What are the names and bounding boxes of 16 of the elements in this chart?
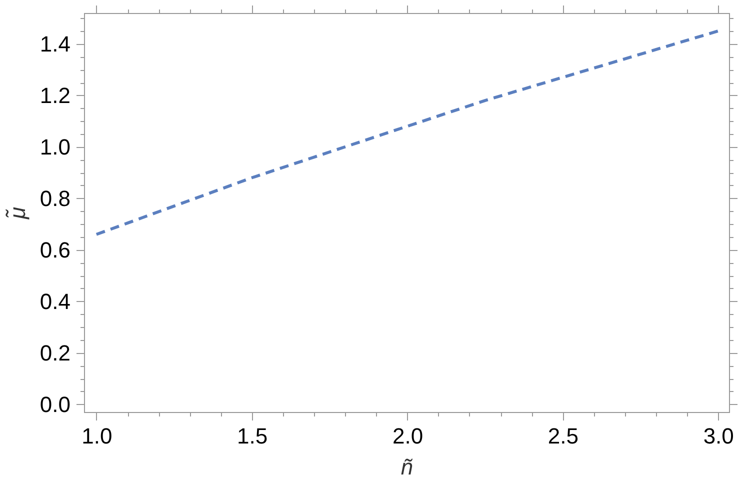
x-tick-label: 2.0	[392, 424, 424, 448]
y-tick-label: 1.4	[40, 31, 70, 56]
x-tick-label: 3.0	[703, 424, 734, 448]
line-series	[94, 30, 720, 236]
y-tick-label: 1.0	[40, 134, 70, 160]
y-tick-label: 1.2	[40, 82, 70, 108]
x-tick-label: 1.0	[82, 424, 112, 448]
y-tick-label: 0.0	[40, 392, 70, 417]
y-tick-label: 0.6	[40, 237, 70, 262]
y-axis-title: μ̃	[4, 206, 30, 220]
y-tick-label: 0.4	[40, 288, 70, 314]
x-axis-title: ñ	[400, 454, 414, 480]
x-tick-label: 1.5	[237, 424, 268, 448]
x-tick-label: 2.5	[548, 424, 578, 448]
y-tick-label: 0.2	[40, 340, 70, 366]
y-tick-label: 0.8	[40, 186, 70, 211]
